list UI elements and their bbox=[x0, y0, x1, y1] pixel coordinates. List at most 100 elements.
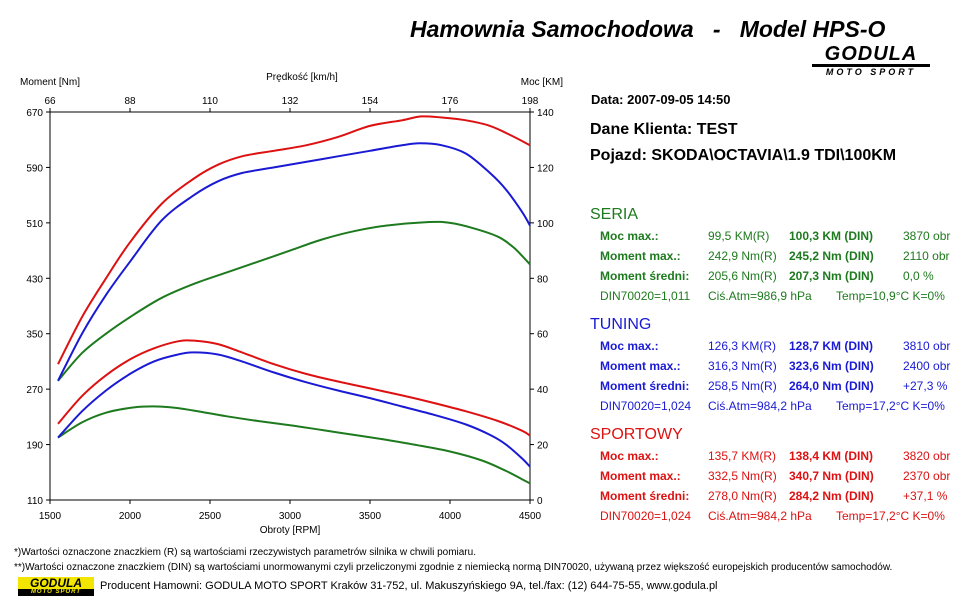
right-axis-label: Moc [KM] bbox=[521, 77, 563, 88]
footnotes: *)Wartości oznaczone znaczkiem (R) są wa… bbox=[14, 545, 892, 575]
torque-avg-row: Moment średni: 205,6 Nm(R) 207,3 Nm (DIN… bbox=[590, 266, 975, 286]
torque-avg-row: Moment średni: 278,0 Nm(R) 284,2 Nm (DIN… bbox=[590, 486, 975, 506]
section-sportowy: SPORTOWY Moc max.: 135,7 KM(R) 138,4 KM … bbox=[590, 426, 975, 526]
section-title: TUNING bbox=[590, 316, 652, 333]
x-tick-label: 2000 bbox=[119, 511, 142, 522]
row-real-value: 99,5 KM(R) bbox=[708, 229, 770, 243]
temperature: Temp=17,2°C K=0% bbox=[836, 509, 945, 523]
row-label: Moc max.: bbox=[600, 339, 659, 353]
seria-torque-line bbox=[57, 405, 531, 485]
x-tick-label: 4500 bbox=[519, 511, 542, 522]
row-real-value: 332,5 Nm(R) bbox=[708, 469, 777, 483]
section-seria: SERIA Moc max.: 99,5 KM(R) 100,3 KM (DIN… bbox=[590, 206, 975, 306]
x-tick-label: 2500 bbox=[199, 511, 222, 522]
row-extra-value: 2400 obr bbox=[903, 359, 951, 373]
torque-max-row: Moment max.: 316,3 Nm(R) 323,6 Nm (DIN) … bbox=[590, 356, 975, 376]
sportowy-torque-line bbox=[57, 339, 531, 437]
atm-pressure: Ciś.Atm=986,9 hPa bbox=[708, 289, 812, 303]
left-tick-label: 430 bbox=[26, 274, 43, 285]
manufacturer-info: Producent Hamowni: GODULA MOTO SPORT Kra… bbox=[100, 580, 718, 592]
row-extra-value: +27,3 % bbox=[903, 379, 948, 393]
row-real-value: 126,3 KM(R) bbox=[708, 339, 777, 353]
din-conditions-row: DIN70020=1,024 Ciś.Atm=984,2 hPa Temp=17… bbox=[590, 396, 975, 416]
left-axis-label: Moment [Nm] bbox=[20, 77, 80, 88]
right-tick-label: 40 bbox=[537, 385, 549, 396]
din-factor: DIN70020=1,024 bbox=[600, 509, 692, 523]
din-factor: DIN70020=1,011 bbox=[600, 289, 691, 303]
row-din-value: 284,2 Nm (DIN) bbox=[789, 489, 874, 503]
row-label: Moc max.: bbox=[600, 449, 659, 463]
logo-main-text: GODULA bbox=[812, 44, 930, 67]
right-tick-label: 80 bbox=[537, 274, 549, 285]
right-tick-label: 140 bbox=[537, 108, 554, 119]
row-extra-value: 2110 obr bbox=[903, 249, 950, 263]
footer-logo: GODULA MOTO SPORT bbox=[18, 577, 94, 596]
row-din-value: 245,2 Nm (DIN) bbox=[789, 249, 874, 263]
row-extra-value: 0,0 % bbox=[903, 269, 934, 283]
sportowy-power-line bbox=[57, 115, 531, 365]
torque-avg-row: Moment średni: 258,5 Nm(R) 264,0 Nm (DIN… bbox=[590, 376, 975, 396]
logo-sub-text: MOTO SPORT bbox=[825, 67, 917, 77]
footnote-din: **)Wartości oznaczone znaczkiem (DIN) są… bbox=[14, 562, 893, 573]
row-real-value: 135,7 KM(R) bbox=[708, 449, 777, 463]
godula-logo: GODULA MOTO SPORT bbox=[812, 44, 930, 78]
client-name: Dane Klienta: TEST bbox=[590, 121, 738, 138]
section-tuning: TUNING Moc max.: 126,3 KM(R) 128,7 KM (D… bbox=[590, 316, 975, 416]
row-real-value: 205,6 Nm(R) bbox=[708, 269, 777, 283]
top-tick-label: 110 bbox=[202, 96, 218, 107]
din-conditions-row: DIN70020=1,011 Ciś.Atm=986,9 hPa Temp=10… bbox=[590, 286, 975, 306]
din-conditions-row: DIN70020=1,024 Ciś.Atm=984,2 hPa Temp=17… bbox=[590, 506, 975, 526]
seria-power-line bbox=[57, 220, 531, 382]
din-factor: DIN70020=1,024 bbox=[600, 399, 692, 413]
temperature: Temp=17,2°C K=0% bbox=[836, 399, 945, 413]
row-label: Moment max.: bbox=[600, 469, 681, 483]
row-real-value: 242,9 Nm(R) bbox=[708, 249, 777, 263]
footer-logo-sub: MOTO SPORT bbox=[18, 589, 94, 596]
row-real-value: 278,0 Nm(R) bbox=[708, 489, 777, 503]
row-din-value: 100,3 KM (DIN) bbox=[789, 229, 874, 243]
top-axis-label: Prędkość [km/h] bbox=[266, 72, 338, 83]
row-label: Moc max.: bbox=[600, 229, 659, 243]
left-tick-label: 110 bbox=[27, 496, 43, 507]
top-tick-label: 154 bbox=[362, 96, 379, 107]
row-din-value: 128,7 KM (DIN) bbox=[789, 339, 874, 353]
row-din-value: 207,3 Nm (DIN) bbox=[789, 269, 874, 283]
row-real-value: 316,3 Nm(R) bbox=[708, 359, 777, 373]
torque-max-row: Moment max.: 242,9 Nm(R) 245,2 Nm (DIN) … bbox=[590, 246, 975, 266]
top-tick-label: 132 bbox=[282, 96, 299, 107]
test-date: Data: 2007-09-05 14:50 bbox=[591, 92, 731, 107]
row-extra-value: 3820 obr bbox=[903, 449, 951, 463]
row-label: Moment max.: bbox=[600, 249, 681, 263]
top-tick-label: 66 bbox=[44, 96, 56, 107]
power-max-row: Moc max.: 99,5 KM(R) 100,3 KM (DIN) 3870… bbox=[590, 226, 975, 246]
row-label: Moment średni: bbox=[600, 489, 690, 503]
vehicle-name: Pojazd: SKODA\OCTAVIA\1.9 TDI\100KM bbox=[590, 147, 897, 164]
tuning-torque-line bbox=[57, 351, 531, 468]
top-tick-label: 88 bbox=[124, 96, 136, 107]
right-tick-label: 20 bbox=[537, 441, 549, 452]
page-title: Hamownia Samochodowa - Model HPS-O bbox=[410, 16, 886, 42]
power-max-row: Moc max.: 135,7 KM(R) 138,4 KM (DIN) 382… bbox=[590, 446, 975, 466]
row-extra-value: 3870 obr bbox=[903, 229, 951, 243]
row-label: Moment średni: bbox=[600, 379, 690, 393]
row-label: Moment max.: bbox=[600, 359, 681, 373]
right-tick-label: 60 bbox=[537, 330, 549, 341]
x-tick-label: 4000 bbox=[439, 511, 462, 522]
plot-area bbox=[49, 111, 531, 501]
row-label: Moment średni: bbox=[600, 269, 690, 283]
row-din-value: 323,6 Nm (DIN) bbox=[789, 359, 874, 373]
right-tick-label: 100 bbox=[537, 219, 554, 230]
row-din-value: 340,7 Nm (DIN) bbox=[789, 469, 874, 483]
footer: GODULA MOTO SPORT Producent Hamowni: GOD… bbox=[0, 577, 980, 597]
temperature: Temp=10,9°C K=0% bbox=[836, 289, 945, 303]
row-extra-value: 3810 obr bbox=[903, 339, 951, 353]
right-tick-label: 120 bbox=[537, 163, 554, 174]
atm-pressure: Ciś.Atm=984,2 hPa bbox=[708, 399, 812, 413]
left-tick-label: 270 bbox=[26, 385, 43, 396]
left-tick-label: 590 bbox=[26, 163, 43, 174]
row-extra-value: 2370 obr bbox=[903, 469, 951, 483]
atm-pressure: Ciś.Atm=984,2 hPa bbox=[708, 509, 812, 523]
power-max-row: Moc max.: 126,3 KM(R) 128,7 KM (DIN) 381… bbox=[590, 336, 975, 356]
x-tick-label: 3500 bbox=[359, 511, 382, 522]
